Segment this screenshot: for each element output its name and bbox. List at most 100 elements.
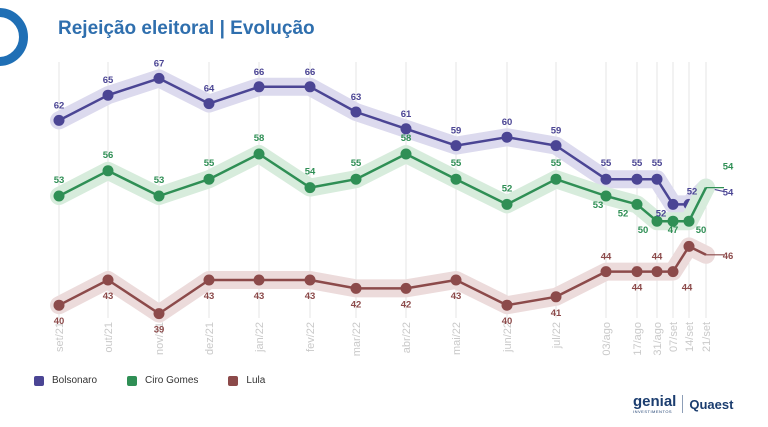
series-1-data-label-2: 53	[154, 175, 165, 186]
series-2-point-3	[203, 274, 215, 286]
legend: Bolsonaro Ciro Gomes Lula	[34, 375, 265, 386]
series-2-point-7	[400, 282, 412, 294]
series-2-data-label-0: 40	[54, 316, 65, 327]
series-1-data-label-1: 56	[103, 150, 114, 161]
series-0-data-label-2: 67	[154, 58, 165, 69]
series-2-data-label-14: 44	[682, 283, 693, 294]
series-0-point-13	[651, 173, 663, 185]
series-1-point-2	[153, 190, 165, 202]
series-1-data-label-11: 53	[593, 200, 604, 211]
series-0-data-label-15: 52	[687, 186, 698, 197]
legend-item-lula: Lula	[228, 375, 265, 386]
legend-item-bolsonaro: Bolsonaro	[34, 375, 97, 386]
quaest-logo-text: Quaest	[689, 396, 734, 412]
legend-label-bolsonaro: Bolsonaro	[52, 375, 98, 386]
series-2-point-12	[631, 266, 643, 278]
legend-swatch-lula	[228, 375, 239, 386]
series-0-data-label-16: 54	[723, 188, 734, 199]
series-0-data-label-9: 60	[502, 117, 513, 128]
series-0-data-label-6: 63	[351, 92, 362, 103]
series-0-data-label-12: 55	[632, 158, 643, 169]
series-0-data-label-4: 66	[254, 67, 265, 78]
quaest-logo-arc	[0, 8, 28, 66]
series-0-point-1	[102, 89, 114, 101]
series-1-point-6	[350, 173, 362, 185]
series-2-point-4	[253, 274, 265, 286]
series-1-data-label-5: 54	[305, 167, 316, 178]
x-tick-label-6: mar/22	[351, 322, 363, 356]
x-tick-label-16: 21/set	[701, 322, 713, 352]
series-0-point-8	[450, 140, 462, 152]
series-1-data-label-8: 55	[451, 158, 462, 169]
series-1-point-13	[651, 215, 663, 227]
x-tick-label-3: dez/21	[204, 322, 216, 355]
series-1-data-label-10: 55	[551, 158, 562, 169]
series-2-data-label-10: 41	[551, 308, 562, 319]
series-2-point-5	[304, 274, 316, 286]
series-0-data-label-7: 61	[401, 109, 412, 120]
series-1-point-3	[203, 173, 215, 185]
series-1-point-5	[304, 182, 316, 194]
series-0-point-14	[667, 198, 679, 210]
series-1-point-7	[400, 148, 412, 160]
series-2-point-10	[550, 291, 562, 303]
series-0-data-label-3: 64	[204, 84, 215, 95]
page-title: Rejeição eleitoral | Evolução	[58, 18, 315, 39]
x-tick-label-0: set/21	[54, 322, 66, 352]
x-tick-label-11: 03/ago	[601, 322, 613, 356]
x-tick-label-5: fev/22	[305, 322, 317, 352]
series-1-point-10	[550, 173, 562, 185]
series-1-data-label-15: 50	[696, 225, 707, 236]
series-2-data-label-6: 42	[351, 299, 362, 310]
legend-swatch-ciro	[127, 375, 138, 386]
series-1-data-label-7: 58	[401, 133, 412, 144]
series-0-point-2	[153, 72, 165, 84]
series-1-data-label-4: 58	[254, 133, 265, 144]
series-2-data-label-13: 44	[652, 252, 663, 263]
legend-label-ciro: Ciro Gomes	[145, 375, 199, 386]
legend-item-ciro: Ciro Gomes	[127, 375, 198, 386]
series-2-point-0	[53, 299, 65, 311]
series-1-point-11	[600, 190, 612, 202]
series-1-point-1	[102, 165, 114, 177]
series-1-data-label-12: 52	[618, 208, 629, 219]
series-0-point-9	[501, 131, 513, 143]
series-2-data-label-8: 43	[451, 291, 462, 302]
series-1-data-label-0: 53	[54, 175, 65, 186]
x-tick-label-7: abr/22	[401, 322, 413, 353]
series-1-data-label-9: 52	[502, 183, 513, 194]
series-0-data-label-14: 52	[656, 208, 667, 219]
series-1-data-label-13: 50	[638, 225, 649, 236]
brand-separator	[682, 395, 684, 413]
series-2-point-14	[667, 266, 679, 278]
series-2-point-6	[350, 282, 362, 294]
series-0-point-0	[53, 114, 65, 126]
x-tick-label-2: nov/21	[154, 322, 166, 355]
series-0-point-5	[304, 81, 316, 93]
series-2-point-1	[102, 274, 114, 286]
series-1-point-9	[501, 198, 513, 210]
series-2-point-11	[600, 266, 612, 278]
series-2-data-label-1: 43	[103, 291, 114, 302]
x-tick-label-13: 31/ago	[652, 322, 664, 356]
series-2-data-label-12: 44	[632, 283, 643, 294]
x-tick-label-1: out/21	[103, 322, 115, 353]
series-0-data-label-8: 59	[451, 126, 462, 137]
series-2-point-13	[651, 266, 663, 278]
series-0-point-10	[550, 140, 562, 152]
series-2-data-label-9: 40	[502, 316, 513, 327]
series-0-data-label-10: 59	[551, 126, 562, 137]
series-0-point-4	[253, 81, 265, 93]
series-0-data-label-1: 65	[103, 75, 114, 86]
series-1-point-8	[450, 173, 462, 185]
series-0-data-label-13: 55	[652, 158, 663, 169]
series-2-data-label-2: 39	[154, 325, 165, 336]
series-1-data-label-14: 47	[668, 225, 679, 236]
series-1-point-4	[253, 148, 265, 160]
series-2-data-label-5: 43	[305, 291, 316, 302]
series-1-data-label-6: 55	[351, 158, 362, 169]
x-tick-label-4: jan/22	[254, 322, 266, 353]
series-2-data-label-16: 46	[723, 251, 734, 262]
series-0-point-7	[400, 123, 412, 135]
